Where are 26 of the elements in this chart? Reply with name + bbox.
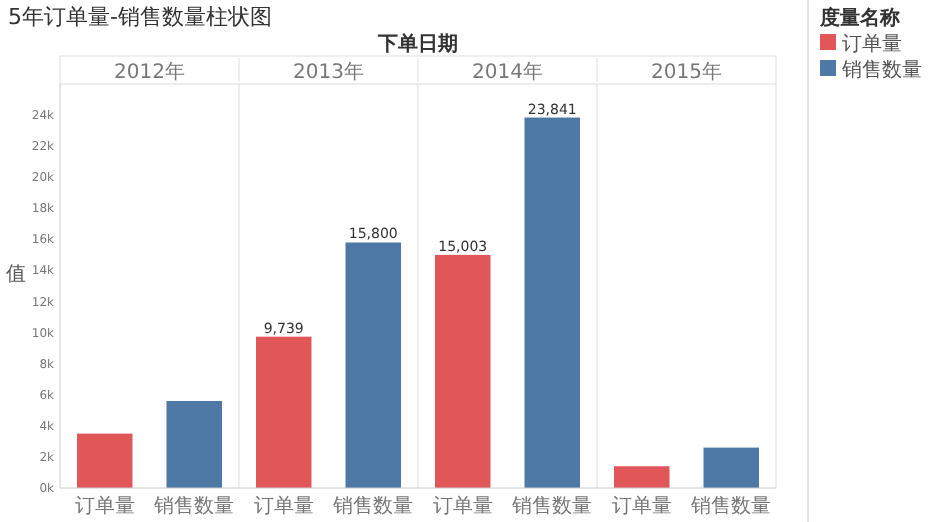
chart-title: 5年订单量-销售数量柱状图 [8, 4, 272, 30]
text: 订单量 [432, 496, 493, 518]
bar [524, 117, 580, 488]
x-axis-title: 下单日期 [376, 32, 458, 56]
x-tick-label: 2014年 [472, 60, 543, 84]
text: 订单量 [253, 496, 314, 518]
x-tick-label: 2012年 [114, 60, 185, 84]
legend-label: 订单量 [842, 32, 902, 56]
text: 销售数量 [691, 496, 772, 518]
bar [435, 254, 491, 488]
bar [345, 242, 401, 488]
text: 销售数量 [333, 496, 414, 518]
bar [166, 400, 222, 488]
text: 销售数量 [512, 496, 593, 518]
bar [703, 447, 759, 488]
bar [77, 433, 133, 488]
x-tick-label: 2013年 [293, 60, 364, 84]
text: 销售数量 [154, 496, 235, 518]
text: 订单量 [74, 496, 135, 518]
x-tick-label: 2015年 [651, 60, 722, 84]
y-axis-title: 值 [6, 264, 26, 286]
bar [256, 336, 312, 488]
legend-title: 度量名称 [818, 6, 902, 30]
bar [614, 466, 670, 488]
text: 订单量 [611, 496, 672, 518]
legend-label: 销售数量 [840, 58, 922, 82]
